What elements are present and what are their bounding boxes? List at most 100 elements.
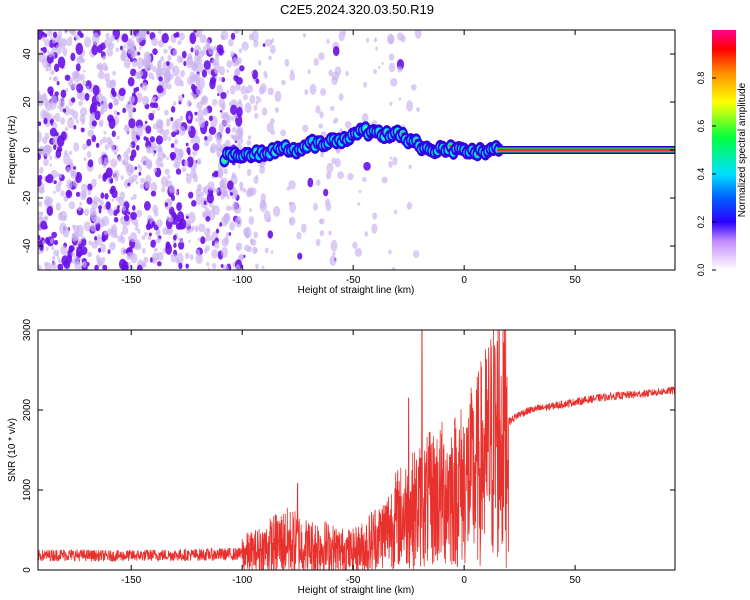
scatter-point — [93, 215, 101, 225]
scatter-point — [201, 69, 208, 78]
scatter-point — [69, 77, 74, 83]
scatter-point — [176, 202, 182, 212]
scatter-point — [95, 254, 100, 262]
scatter-point — [181, 167, 187, 173]
scatter-point — [218, 47, 224, 56]
scatter-point — [106, 136, 112, 145]
scatter-point — [79, 32, 84, 39]
scatter-point — [196, 158, 202, 165]
scatter-point — [152, 65, 157, 73]
scatter-point — [255, 100, 259, 105]
colorbar-tick-label: 0.8 — [696, 72, 706, 85]
scatter-point — [70, 52, 76, 62]
scatter-point — [129, 41, 136, 52]
scatter-point — [226, 68, 229, 73]
scatter-point — [38, 264, 42, 270]
scatter-point — [42, 144, 51, 157]
scatter-point — [42, 110, 50, 121]
snr-y-tick-label: 3000 — [22, 318, 33, 341]
scatter-point — [148, 232, 152, 237]
scatter-point — [144, 120, 148, 125]
scatter-point — [307, 177, 314, 188]
scatter-point — [236, 106, 243, 118]
scatter-point — [267, 87, 274, 96]
scatter-point — [64, 74, 71, 81]
scatter-point — [304, 88, 309, 95]
scatter-point — [290, 69, 294, 74]
scatter-point — [103, 230, 108, 236]
scatter-point — [107, 228, 112, 236]
scatter-point — [177, 39, 182, 45]
scatter-point — [214, 132, 221, 140]
scatter-point — [230, 134, 234, 139]
scatter-point — [289, 201, 293, 206]
scatter-point — [261, 107, 268, 116]
scatter-point — [61, 43, 66, 50]
scatter-point — [137, 229, 141, 235]
scatter-point — [219, 222, 223, 227]
scatter-point — [215, 228, 220, 234]
scatter-point — [209, 76, 217, 85]
scatter-point — [108, 102, 113, 110]
scatter-point — [91, 134, 97, 143]
scatter-point — [141, 82, 148, 92]
scatter-point — [69, 116, 73, 121]
scatter-point — [266, 122, 274, 133]
scatter-point — [320, 151, 324, 158]
scatter-point — [254, 112, 259, 119]
scatter-point — [173, 101, 177, 106]
scatter-point — [153, 167, 157, 173]
scatter-point — [72, 224, 76, 229]
scatter-point — [228, 232, 232, 236]
scatter-point — [206, 192, 215, 204]
scatter-point — [147, 235, 152, 240]
scatter-point — [220, 35, 225, 40]
scatter-point — [49, 76, 52, 81]
scatter-point — [144, 180, 152, 189]
scatter-point — [246, 139, 252, 146]
scatter-point — [136, 264, 143, 270]
snr-y-axis-label: SNR (10 * v/v) — [7, 418, 18, 482]
scatter-point — [410, 84, 417, 91]
scatter-point — [236, 135, 244, 146]
scatter-point — [238, 48, 243, 54]
scatter-point — [259, 165, 265, 174]
scatter-point — [50, 95, 58, 105]
scatter-point — [38, 90, 41, 95]
scatter-point — [76, 91, 82, 100]
scatter-point — [104, 37, 112, 49]
scatter-point — [218, 98, 225, 108]
scatter-point — [289, 72, 296, 81]
scatter-point — [204, 140, 209, 147]
scatter-point — [111, 198, 114, 202]
scatter-point — [101, 215, 110, 227]
scatter-point — [203, 200, 207, 205]
scatter-point — [218, 122, 225, 132]
scatter-point — [97, 234, 101, 240]
scatter-point — [38, 186, 45, 194]
scatter-point — [119, 191, 126, 200]
scatter-point — [141, 261, 146, 268]
scatter-point — [94, 264, 99, 270]
scatter-point — [105, 201, 111, 210]
scatter-point — [257, 97, 262, 103]
spectrogram-x-tick-label: -150 — [121, 275, 141, 286]
scatter-point — [179, 238, 184, 243]
scatter-point — [180, 69, 185, 78]
scatter-point — [158, 39, 165, 48]
scatter-point — [200, 191, 205, 197]
scatter-point — [229, 192, 233, 196]
scatter-point — [156, 85, 164, 94]
scatter-point — [332, 251, 336, 256]
scatter-point — [129, 251, 135, 259]
scatter-point — [166, 157, 169, 161]
scatter-point — [227, 180, 234, 191]
scatter-point — [205, 215, 211, 222]
scatter-point — [151, 221, 156, 227]
scatter-point — [143, 201, 151, 211]
scatter-point — [358, 189, 362, 194]
scatter-point — [55, 183, 62, 193]
scatter-point — [58, 30, 63, 37]
scatter-point — [39, 166, 44, 175]
scatter-point — [86, 85, 90, 90]
